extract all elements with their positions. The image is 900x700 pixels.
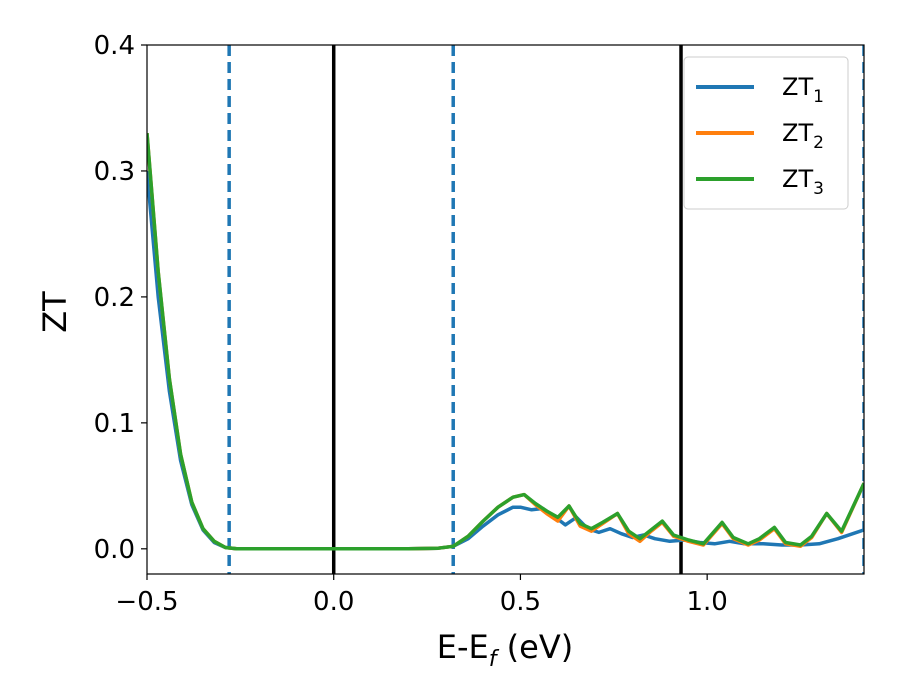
legend-box [683, 56, 849, 210]
plot-frame [146, 44, 865, 575]
legend-label-zt3: ZT3 [782, 165, 824, 199]
series-group [147, 133, 864, 551]
series-line-zt3 [147, 133, 864, 551]
y-tick-label: 0.4 [94, 31, 135, 61]
legend: ZT1 ZT2 ZT3 [683, 56, 849, 210]
y-axis: 0.0 0.1 0.2 0.3 0.4 [94, 31, 147, 565]
series-line-zt1 [147, 170, 864, 551]
x-axis-title: E-Ef (eV) [437, 628, 573, 672]
x-tick-label: −0.5 [115, 587, 178, 617]
y-tick-label: 0.2 [94, 283, 135, 313]
y-tick-label: 0.0 [94, 535, 135, 565]
reference-lines [227, 45, 864, 574]
y-tick-label: 0.1 [94, 409, 135, 439]
x-axis: −0.5 0.0 0.5 1.0 [115, 574, 728, 617]
x-tick-label: 0.5 [500, 587, 541, 617]
y-tick-label: 0.3 [94, 157, 135, 187]
legend-label-zt1: ZT1 [782, 73, 824, 107]
legend-label-zt2: ZT2 [782, 119, 824, 153]
x-tick-label: 0.0 [313, 587, 354, 617]
x-tick-label: 1.0 [686, 587, 727, 617]
y-axis-title: ZT [36, 291, 74, 333]
